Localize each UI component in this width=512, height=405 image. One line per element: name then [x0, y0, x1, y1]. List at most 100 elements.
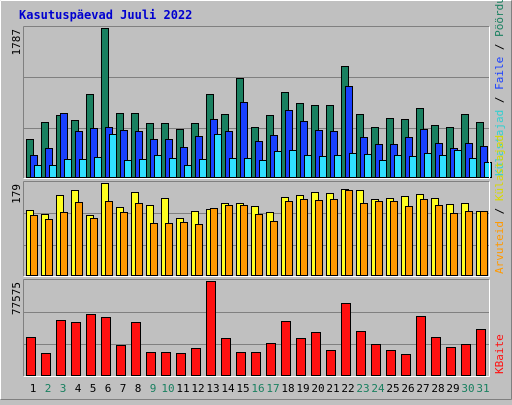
x-tick-label: 26	[401, 382, 414, 395]
bar-1-3-22	[349, 153, 357, 178]
x-tick-label: 7	[120, 382, 127, 395]
bar-2-2-20	[315, 200, 323, 276]
bar-3-1-13	[206, 281, 216, 376]
x-tick-label: 22	[341, 382, 354, 395]
bar-3-1-18	[281, 321, 291, 376]
bar-3-1-23	[356, 331, 366, 376]
bar-2-2-14	[225, 205, 233, 276]
bar-1-3-8	[139, 159, 147, 178]
x-tick-label: 13	[206, 382, 219, 395]
bar-1-3-11	[184, 165, 192, 178]
y-axis-label-2: Arvuteid / Külastajad	[493, 135, 506, 274]
bar-3-1-2	[41, 353, 51, 376]
bar-3-1-19	[296, 338, 306, 376]
x-tick-label: 23	[356, 382, 369, 395]
bar-2-2-16	[255, 214, 263, 276]
x-tick-label: 29	[446, 382, 459, 395]
y-axis-label-3: KBaite	[493, 334, 506, 374]
x-tick-label: 4	[75, 382, 82, 395]
bar-3-1-10	[161, 352, 171, 376]
bar-1-3-26	[409, 156, 417, 178]
bar-2-2-29	[450, 213, 458, 276]
x-tick-label: 14	[221, 382, 235, 395]
bar-2-2-3	[60, 212, 68, 276]
legend-arvuteid: Arvuteid	[493, 221, 506, 274]
bar-2-2-26	[405, 206, 413, 276]
bar-1-3-18	[289, 150, 297, 178]
x-tick-label: 24	[371, 382, 385, 395]
bar-1-3-15	[244, 158, 252, 178]
bar-1-3-24	[379, 160, 387, 178]
x-tick-label: 27	[416, 382, 429, 395]
bar-2-2-6	[105, 201, 113, 276]
legend-faile: Faile	[493, 57, 506, 90]
x-tick-label: 3	[60, 382, 67, 395]
bar-1-3-23	[364, 154, 372, 178]
bar-2-2-27	[420, 199, 428, 276]
bar-3-1-3	[56, 320, 66, 376]
x-tick-label: 19	[296, 382, 309, 395]
chart-title: Kasutuspäevad Juuli 2022	[19, 8, 192, 22]
bar-3-1-29	[446, 347, 456, 376]
bar-3-1-31	[476, 329, 486, 376]
legend-külastajad: Külastajad	[493, 135, 506, 201]
bar-2-2-25	[390, 201, 398, 276]
bar-2-2-22	[345, 190, 353, 276]
bar-3-1-15	[236, 352, 246, 376]
bar-2-2-1	[30, 215, 38, 276]
x-tick-label: 10	[161, 382, 174, 395]
bar-1-3-19	[304, 155, 312, 178]
x-tick-label: 21	[326, 382, 339, 395]
bar-2-2-23	[360, 203, 368, 276]
x-tick-label: 6	[105, 382, 112, 395]
label-separator: /	[493, 90, 506, 110]
bar-2-2-7	[120, 212, 128, 276]
bar-3-1-27	[416, 316, 426, 376]
bar-2-2-2	[45, 219, 53, 276]
bar-1-3-28	[439, 155, 447, 178]
bar-2-2-4	[75, 202, 83, 276]
bar-2-2-11	[180, 222, 188, 276]
bar-2-2-17	[270, 221, 278, 276]
bar-3-1-20	[311, 332, 321, 376]
bar-1-3-4	[79, 159, 87, 178]
y-tick-label-3: 77575	[10, 282, 23, 315]
bar-1-3-14	[229, 158, 237, 178]
bar-1-3-6	[109, 134, 117, 178]
x-tick-label: 20	[311, 382, 324, 395]
bar-3-1-22	[341, 303, 351, 376]
y-axis-label-1: Külastajad / Faile / Pöördumisi	[493, 0, 506, 176]
bar-1-3-30	[469, 158, 477, 178]
bar-1-3-2	[49, 165, 57, 178]
bar-1-3-16	[259, 160, 267, 178]
bar-2-2-8	[135, 203, 143, 276]
bar-1-3-29	[454, 150, 462, 178]
bar-1-3-10	[169, 158, 177, 178]
bar-3-1-8	[131, 322, 141, 376]
x-tick-label: 8	[135, 382, 142, 395]
bar-1-3-5	[94, 157, 102, 178]
label-separator: /	[493, 201, 506, 221]
bar-1-3-31	[484, 162, 492, 178]
x-tick-label: 25	[386, 382, 399, 395]
bar-1-3-27	[424, 153, 432, 178]
x-tick-label: 31	[476, 382, 489, 395]
bar-3-1-24	[371, 344, 381, 376]
bar-2-2-15	[240, 205, 248, 276]
x-tick-label: 15	[236, 382, 249, 395]
bar-3-1-25	[386, 350, 396, 376]
bar-2-2-5	[90, 218, 98, 276]
x-tick-label: 18	[281, 382, 294, 395]
bar-3-1-17	[266, 343, 276, 376]
bar-1-3-20	[319, 156, 327, 178]
bar-3-1-21	[326, 350, 336, 376]
legend-külastajad: Külastajad	[493, 110, 506, 176]
bar-3-1-5	[86, 314, 96, 376]
bar-1-3-13	[214, 134, 222, 178]
bar-2-2-10	[165, 223, 173, 276]
legend-kbaite: KBaite	[493, 334, 506, 374]
bar-3-1-11	[176, 353, 186, 376]
bar-3-1-6	[101, 317, 111, 376]
x-tick-label: 2	[45, 382, 52, 395]
